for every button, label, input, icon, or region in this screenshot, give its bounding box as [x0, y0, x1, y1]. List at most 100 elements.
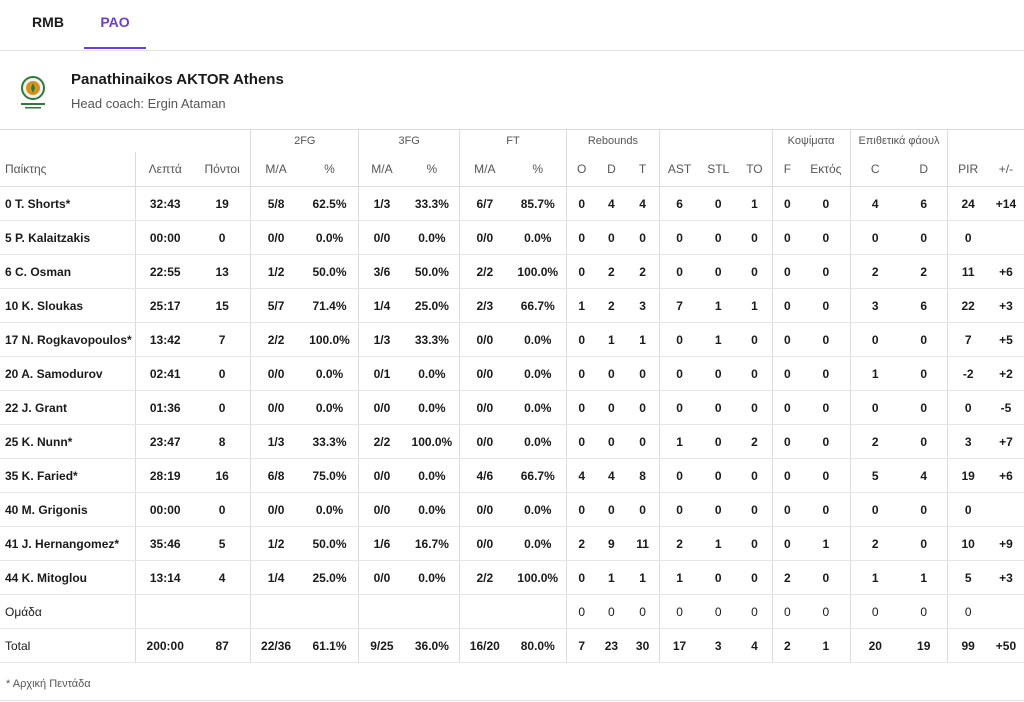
player-name-cell[interactable]: 40 M. Grigonis: [0, 492, 136, 527]
table-row: 17 N. Rogkavopoulos* 13:42 7 2/2 100.0% 1/3 33…: [0, 322, 1024, 357]
col-points[interactable]: Πόντοι: [193, 152, 251, 187]
player-name-cell[interactable]: 41 J. Hernangomez*: [0, 526, 136, 561]
col-reb-d[interactable]: D: [596, 152, 627, 187]
stat-cell: 1: [658, 424, 700, 459]
stat-cell: 0.0%: [509, 322, 567, 357]
stat-cell: 1: [737, 186, 773, 221]
stat-cell: 0: [193, 356, 251, 391]
tab-pao[interactable]: PAO: [84, 0, 146, 49]
stat-cell: 1: [900, 560, 948, 595]
stat-cell: 71.4%: [300, 288, 359, 323]
player-name-cell[interactable]: 10 K. Sloukas: [0, 288, 136, 323]
col-ft-pct[interactable]: %: [509, 152, 567, 187]
player-name-cell[interactable]: 44 K. Mitoglou: [0, 560, 136, 595]
player-name-cell[interactable]: 17 N. Rogkavopoulos*: [0, 322, 136, 357]
stat-cell: 0: [699, 254, 738, 289]
stat-cell: 0: [900, 356, 948, 391]
stat-cell: 0: [193, 390, 251, 425]
stat-cell: 1: [626, 560, 660, 595]
col-3fg-pct[interactable]: %: [404, 152, 460, 187]
stat-cell: 2: [565, 526, 597, 561]
stat-cell: 0.0%: [404, 492, 460, 527]
stat-cell: 0: [626, 390, 660, 425]
player-name-cell[interactable]: 5 P. Kalaitzakis: [0, 220, 136, 255]
player-name-cell[interactable]: 0 T. Shorts*: [0, 186, 136, 221]
stat-cell: 36.0%: [404, 628, 460, 663]
stat-cell: 2: [596, 288, 627, 323]
stat-cell: 0: [737, 560, 773, 595]
table-row: 40 M. Grigonis 00:00 0 0/0 0.0% 0/0 0.0% 0/0 0.0…: [0, 492, 1024, 527]
stat-cell: 0.0%: [509, 220, 567, 255]
team-name: Panathinaikos AKTOR Athens: [71, 71, 284, 88]
stat-cell: 100.0%: [509, 254, 567, 289]
stat-cell: 50.0%: [404, 254, 460, 289]
stat-cell: 0: [900, 424, 948, 459]
stat-cell: 17: [658, 628, 700, 663]
stat-cell: 0: [699, 594, 738, 629]
stat-cell: 4: [737, 628, 773, 663]
stat-cell: 100.0%: [404, 424, 460, 459]
col-reb-t[interactable]: T: [626, 152, 660, 187]
stat-cell: 1: [596, 560, 627, 595]
stat-cell: 0: [737, 322, 773, 357]
stat-cell: 4/6: [459, 458, 510, 493]
stat-cell: 6: [900, 186, 948, 221]
stat-cell: 16: [193, 458, 251, 493]
stat-cell: 0: [699, 492, 738, 527]
col-stl[interactable]: STL: [699, 152, 738, 187]
stat-cell: 7: [193, 322, 251, 357]
stat-cell: 25.0%: [300, 560, 359, 595]
stat-cell: 0: [699, 560, 738, 595]
stat-cell: 7: [565, 628, 597, 663]
col-ft-ma[interactable]: M/A: [459, 152, 510, 187]
col-3fg-ma[interactable]: M/A: [358, 152, 405, 187]
col-2fg-pct[interactable]: %: [300, 152, 359, 187]
stat-cell: 0: [802, 254, 851, 289]
stat-cell: 0/0: [459, 492, 510, 527]
col-blk-against[interactable]: Εκτός: [802, 152, 851, 187]
stat-cell: 0: [699, 186, 738, 221]
stat-cell: 22:55: [135, 254, 194, 289]
stat-cell: +3: [987, 560, 1024, 595]
col-player[interactable]: Παίκτης: [0, 152, 136, 187]
col-minutes[interactable]: Λεπτά: [135, 152, 194, 187]
stat-cell: 0/0: [358, 492, 405, 527]
stat-cell: 30: [626, 628, 660, 663]
col-reb-o[interactable]: O: [565, 152, 597, 187]
stat-cell: 0: [565, 424, 597, 459]
stat-cell: 4: [626, 186, 660, 221]
col-blk-f[interactable]: F: [771, 152, 803, 187]
stat-cell: 0.0%: [404, 390, 460, 425]
col-foul-d[interactable]: D: [900, 152, 948, 187]
stat-cell: 0.0%: [404, 356, 460, 391]
col-plus-minus[interactable]: +/-: [987, 152, 1024, 187]
stat-cell: 0.0%: [404, 560, 460, 595]
player-name-cell[interactable]: 22 J. Grant: [0, 390, 136, 425]
stat-cell: 5/7: [250, 288, 301, 323]
col-to[interactable]: TO: [737, 152, 773, 187]
stat-cell: 1/4: [358, 288, 405, 323]
player-name-cell[interactable]: 20 A. Samodurov: [0, 356, 136, 391]
stat-cell: 3: [699, 628, 738, 663]
player-name-cell[interactable]: 6 C. Osman: [0, 254, 136, 289]
stat-cell: 0: [947, 220, 988, 255]
col-2fg-ma[interactable]: M/A: [250, 152, 301, 187]
stat-cell: 0: [802, 492, 851, 527]
stat-cell: [300, 594, 359, 629]
col-ast[interactable]: AST: [658, 152, 700, 187]
tab-rmb[interactable]: RMB: [32, 14, 64, 30]
stat-cell: 0: [596, 492, 627, 527]
stat-cell: 0/0: [358, 560, 405, 595]
stat-cell: -2: [947, 356, 988, 391]
col-pir[interactable]: PIR: [947, 152, 988, 187]
stat-cell: 100.0%: [509, 560, 567, 595]
stat-cell: 5: [947, 560, 988, 595]
player-name-cell[interactable]: 25 K. Nunn*: [0, 424, 136, 459]
col-foul-c[interactable]: C: [849, 152, 900, 187]
stat-cell: 4: [565, 458, 597, 493]
stat-cell: 1/4: [250, 560, 301, 595]
player-name-cell[interactable]: 35 K. Faried*: [0, 458, 136, 493]
stat-cell: 2: [658, 526, 700, 561]
stat-cell: 85.7%: [509, 186, 567, 221]
stat-cell: [459, 594, 510, 629]
